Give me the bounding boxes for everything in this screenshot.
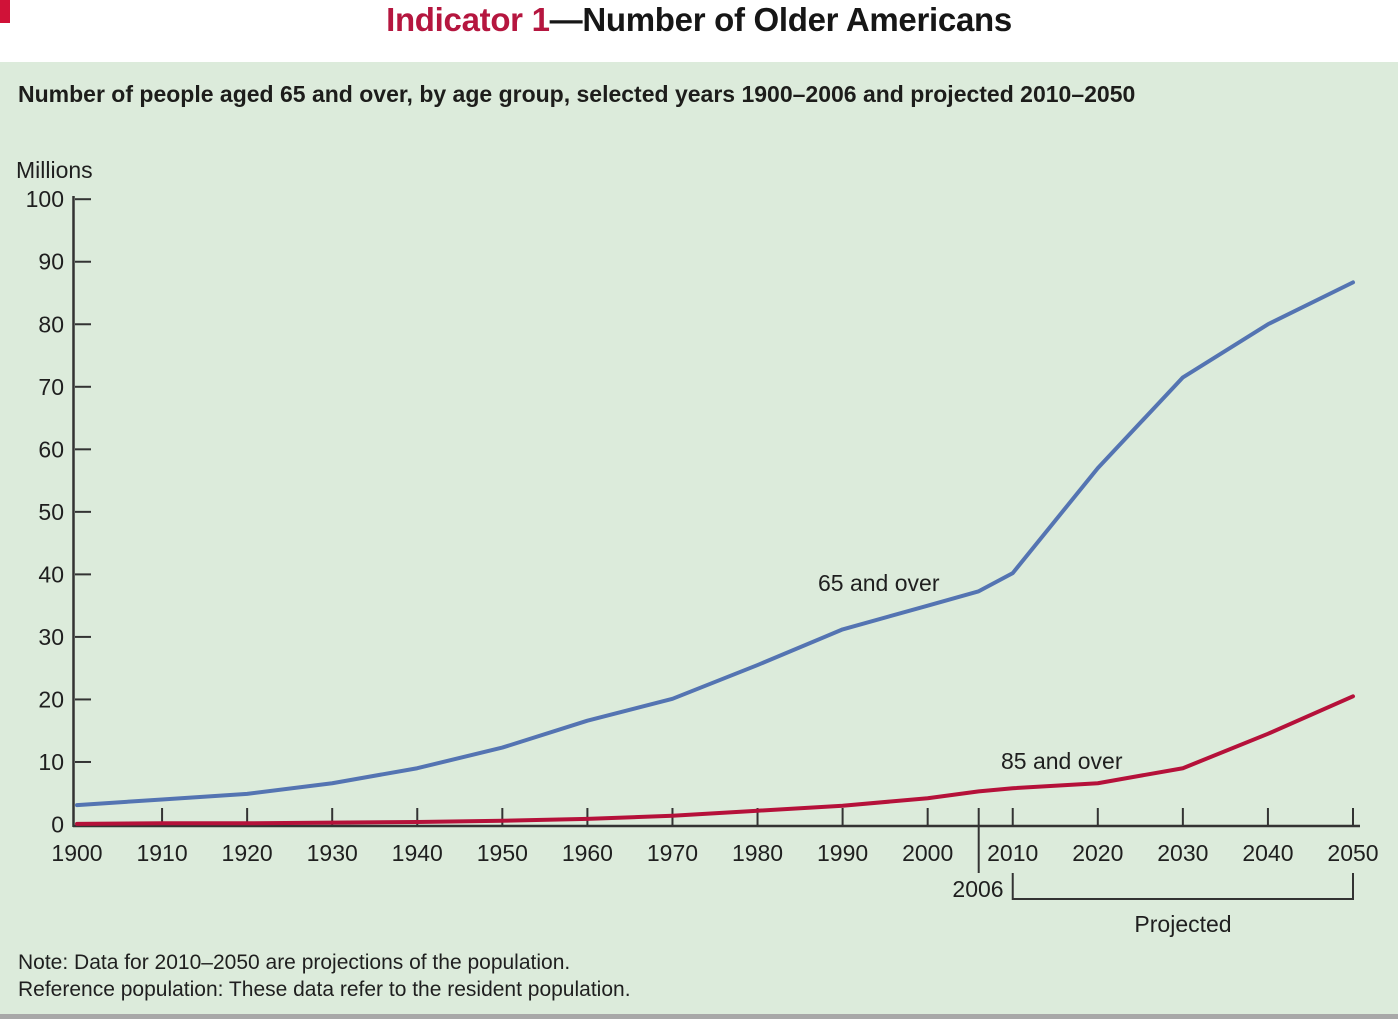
y-tick-label: 90 [38,249,64,275]
y-tick-label: 0 [51,812,64,838]
year-2006-label: 2006 [952,876,1004,902]
x-tick-label: 1900 [51,840,102,866]
y-axis-unit-label: Millions [16,157,93,183]
x-tick-label: 2000 [902,840,953,866]
y-tick-label: 100 [26,186,64,212]
series-label-85-and-over: 85 and over [1001,748,1123,774]
chart-note: Note: Data for 2010–2050 are projections… [18,951,571,974]
chart-reference-note: Reference population: These data refer t… [18,978,631,1001]
y-tick-label: 70 [38,374,64,400]
x-tick-label: 1960 [562,840,613,866]
x-tick-label: 1950 [477,840,528,866]
title-indicator-label: Indicator 1 [386,1,550,38]
y-tick-label: 30 [38,624,64,650]
page-title: Indicator 1—Number of Older Americans [0,1,1398,39]
projected-bracket [1011,873,1354,900]
x-tick-label: 2010 [987,840,1038,866]
series-line-85-and-over [75,694,1355,826]
projected-label: Projected [1134,911,1232,937]
series-line-65-and-over [75,280,1355,808]
x-tick-label: 1980 [732,840,783,866]
y-tick-label: 50 [38,499,64,525]
x-tick-label: 1910 [136,840,187,866]
y-tick-label: 10 [38,749,64,775]
x-tick-label: 1970 [647,840,698,866]
y-tick-label: 60 [38,436,64,462]
chart-panel [0,62,1398,1014]
x-tick-label: 1920 [222,840,273,866]
x-tick-label: 1930 [307,840,358,866]
x-tick-label: 2020 [1072,840,1123,866]
x-tick-label: 1940 [392,840,443,866]
bottom-border [0,1014,1398,1019]
x-tick-label: 2040 [1242,840,1293,866]
corner-mark [0,0,10,23]
series-label-65-and-over: 65 and over [818,570,940,596]
y-tick-label: 40 [38,561,64,587]
chart-subtitle: Number of people aged 65 and over, by ag… [18,81,1136,107]
x-tick-label: 1990 [817,840,868,866]
x-tick-label: 2030 [1157,840,1208,866]
title-rest-label: —Number of Older Americans [549,1,1013,38]
x-tick-label: 2050 [1327,840,1378,866]
y-tick-label: 20 [38,686,64,712]
y-tick-label: 80 [38,311,64,337]
